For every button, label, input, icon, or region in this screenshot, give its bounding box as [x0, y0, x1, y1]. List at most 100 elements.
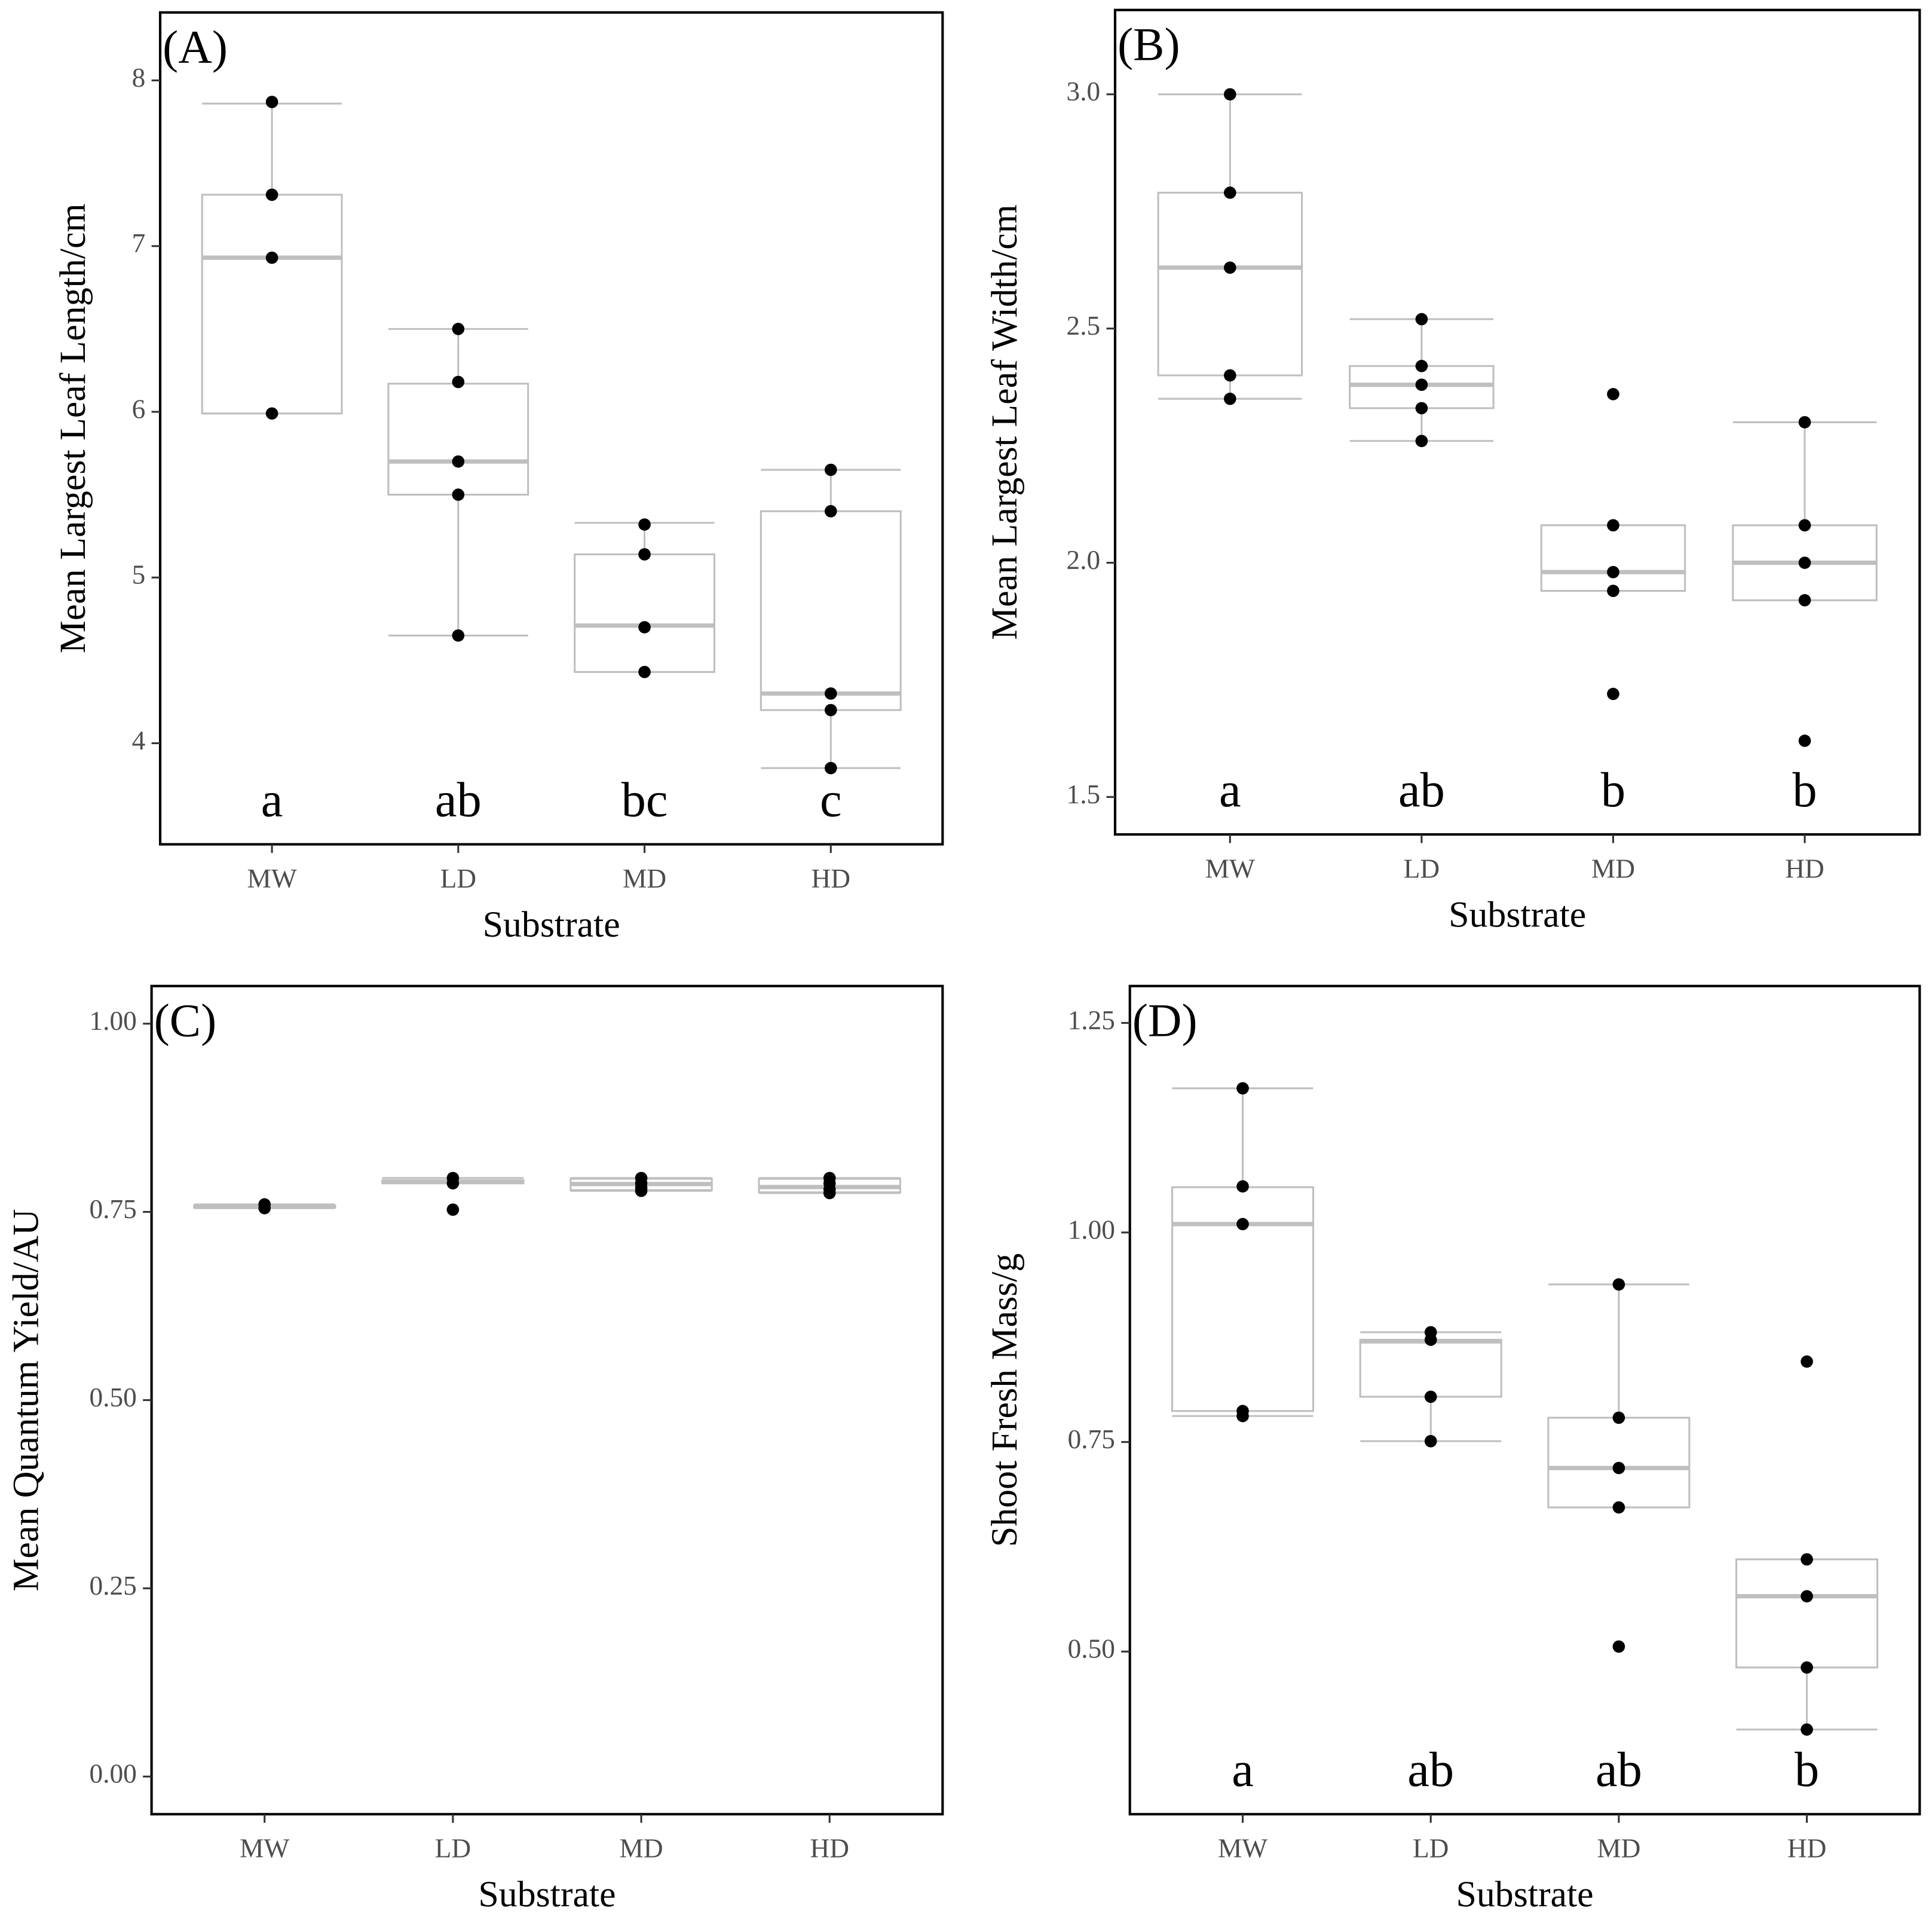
point	[1612, 1501, 1625, 1514]
x-axis-label: Substrate	[483, 904, 620, 945]
x-axis-label: Substrate	[1449, 894, 1586, 935]
point	[1798, 519, 1811, 532]
box	[760, 510, 902, 711]
point	[1798, 594, 1811, 607]
point	[452, 323, 465, 335]
point	[265, 251, 278, 264]
point	[1607, 585, 1619, 597]
point	[824, 505, 837, 518]
x-tick-label: LD	[1404, 854, 1440, 883]
significance-letter: a	[261, 773, 283, 827]
point	[265, 188, 278, 201]
significance-letter: b	[1795, 1742, 1819, 1797]
panel-title: (D)	[1132, 995, 1198, 1047]
point	[1607, 687, 1619, 701]
point	[824, 463, 837, 476]
point	[1236, 1409, 1249, 1423]
x-tick-label: LD	[435, 1834, 471, 1864]
y-tick-label: 0.50	[1068, 1634, 1115, 1664]
significance-letter: ab	[1398, 763, 1445, 817]
point	[1424, 1333, 1437, 1346]
significance-letter: b	[1601, 763, 1625, 817]
point	[265, 407, 278, 420]
box	[574, 553, 715, 673]
x-axis-label: Substrate	[478, 1874, 616, 1915]
significance-letter: ab	[1596, 1742, 1642, 1797]
point	[1415, 402, 1428, 415]
panel-title: (A)	[163, 21, 228, 73]
significance-letter: a	[1232, 1742, 1254, 1797]
y-tick-label: 1.00	[1068, 1215, 1115, 1244]
x-tick-label: HD	[812, 864, 851, 894]
point	[638, 518, 651, 531]
point	[1224, 186, 1236, 199]
x-tick-label: HD	[1787, 1834, 1827, 1864]
x-tick-label: MD	[620, 1834, 663, 1864]
x-tick-label: MD	[623, 864, 666, 894]
point	[1612, 1278, 1625, 1291]
point	[446, 1203, 460, 1216]
y-tick-label: 5	[132, 560, 146, 590]
point	[258, 1201, 271, 1215]
point	[635, 1185, 648, 1197]
point	[265, 96, 278, 108]
x-tick-label: MW	[1205, 854, 1255, 883]
point	[1224, 392, 1236, 405]
point	[1801, 1661, 1813, 1674]
point	[1612, 1411, 1625, 1424]
point	[1224, 369, 1236, 382]
y-tick-label: 0.75	[89, 1194, 136, 1224]
point	[452, 488, 465, 501]
y-tick-label: 0.00	[89, 1759, 136, 1789]
point	[823, 1186, 836, 1200]
point	[1607, 519, 1619, 532]
panel-title: (B)	[1117, 19, 1180, 71]
y-tick-label: 0.50	[89, 1382, 136, 1412]
y-tick-label: 2.5	[1067, 311, 1101, 341]
significance-letter: a	[1219, 763, 1241, 817]
y-tick-label: 1.5	[1067, 779, 1101, 809]
point	[1424, 1390, 1437, 1403]
y-tick-label: 2.0	[1067, 545, 1101, 575]
point	[1612, 1461, 1625, 1475]
x-tick-label: MD	[1597, 1834, 1640, 1864]
point	[1798, 556, 1811, 569]
point	[1801, 1553, 1813, 1566]
y-axis-label: Mean Largest Leaf Width/cm	[984, 204, 1025, 640]
point	[1801, 1355, 1813, 1368]
y-tick-label: 0.75	[1068, 1424, 1115, 1454]
y-tick-label: 1.25	[1068, 1005, 1115, 1035]
box	[201, 194, 343, 415]
point	[1607, 565, 1619, 579]
significance-letter: ab	[1407, 1742, 1454, 1797]
y-tick-label: 3.0	[1067, 77, 1101, 106]
y-axis-label: Mean Quantum Yield/AU	[6, 1209, 47, 1591]
y-axis-label: Shoot Fresh Mass/g	[984, 1253, 1025, 1547]
significance-letter: c	[820, 773, 842, 827]
point	[452, 629, 465, 642]
y-tick-label: 6	[132, 394, 146, 424]
x-tick-label: LD	[1413, 1834, 1449, 1864]
x-tick-label: HD	[810, 1834, 849, 1864]
y-tick-label: 0.25	[89, 1571, 136, 1601]
x-tick-label: LD	[440, 864, 476, 894]
panel-border	[158, 11, 944, 846]
point	[1798, 416, 1811, 429]
point	[638, 665, 651, 678]
x-tick-label: HD	[1785, 854, 1824, 883]
box	[1157, 191, 1303, 377]
significance-letter: b	[1792, 763, 1817, 817]
box	[387, 383, 529, 496]
y-axis-label: Mean Largest Leaf Length/cm	[53, 203, 93, 653]
point	[1801, 1723, 1813, 1736]
point	[638, 621, 651, 634]
point	[1801, 1590, 1813, 1602]
point	[1236, 1082, 1249, 1095]
point	[1236, 1218, 1249, 1231]
point	[452, 455, 465, 468]
x-tick-label: MW	[247, 864, 297, 894]
point	[1224, 88, 1236, 101]
point	[1798, 735, 1811, 747]
point	[1415, 435, 1428, 448]
point	[1424, 1434, 1437, 1448]
